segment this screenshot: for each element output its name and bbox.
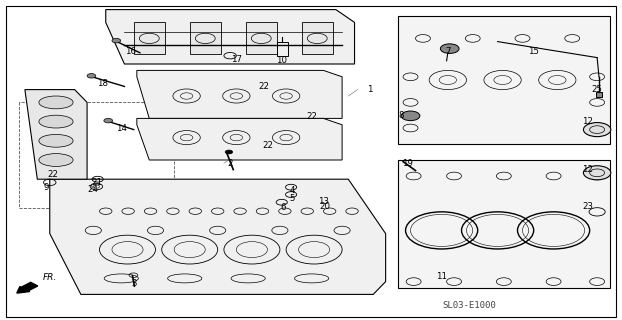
Polygon shape: [302, 22, 333, 54]
Text: SL03-E1000: SL03-E1000: [443, 301, 496, 310]
Text: 14: 14: [116, 124, 127, 132]
Text: 22: 22: [259, 82, 270, 91]
Text: 24: 24: [88, 185, 99, 194]
Text: 22: 22: [262, 141, 273, 150]
Text: 8: 8: [399, 111, 404, 120]
Text: 12: 12: [582, 165, 593, 174]
Text: 3: 3: [131, 279, 136, 288]
Text: 6: 6: [281, 203, 285, 212]
Text: 10: 10: [276, 56, 287, 65]
Polygon shape: [190, 22, 221, 54]
Circle shape: [401, 111, 420, 121]
Polygon shape: [137, 118, 342, 160]
Circle shape: [583, 166, 611, 180]
Text: 16: 16: [125, 47, 136, 56]
Text: 18: 18: [97, 79, 108, 88]
Text: 22: 22: [47, 170, 58, 179]
Text: 9: 9: [44, 183, 49, 192]
Text: 4: 4: [290, 186, 295, 195]
Polygon shape: [137, 70, 342, 118]
Text: 21: 21: [91, 178, 102, 187]
Polygon shape: [106, 10, 355, 64]
Ellipse shape: [39, 115, 73, 128]
Text: 13: 13: [318, 197, 329, 206]
Circle shape: [225, 150, 233, 154]
Circle shape: [87, 74, 96, 78]
Ellipse shape: [39, 134, 73, 147]
Polygon shape: [134, 22, 165, 54]
Circle shape: [440, 44, 459, 53]
Text: 17: 17: [231, 55, 242, 64]
Text: 15: 15: [528, 47, 539, 56]
Circle shape: [583, 123, 611, 137]
Text: 7: 7: [445, 47, 450, 56]
Circle shape: [112, 38, 121, 43]
Text: FR.: FR.: [42, 273, 57, 282]
Text: 23: 23: [582, 202, 593, 211]
Text: 20: 20: [319, 202, 330, 211]
Text: 11: 11: [436, 272, 447, 281]
Polygon shape: [25, 90, 87, 179]
Bar: [596, 92, 602, 97]
Text: 22: 22: [307, 112, 318, 121]
Polygon shape: [246, 22, 277, 54]
Text: 25: 25: [592, 85, 603, 94]
FancyArrow shape: [17, 282, 38, 293]
Circle shape: [104, 118, 113, 123]
Ellipse shape: [39, 96, 73, 109]
Text: 19: 19: [402, 159, 413, 168]
Text: 1: 1: [368, 85, 373, 94]
Polygon shape: [50, 179, 386, 294]
Polygon shape: [398, 160, 610, 288]
Ellipse shape: [39, 154, 73, 166]
Bar: [277, 42, 288, 56]
Text: 2: 2: [228, 159, 233, 168]
Text: 12: 12: [582, 117, 593, 126]
Text: 5: 5: [290, 194, 295, 203]
Polygon shape: [398, 16, 610, 144]
